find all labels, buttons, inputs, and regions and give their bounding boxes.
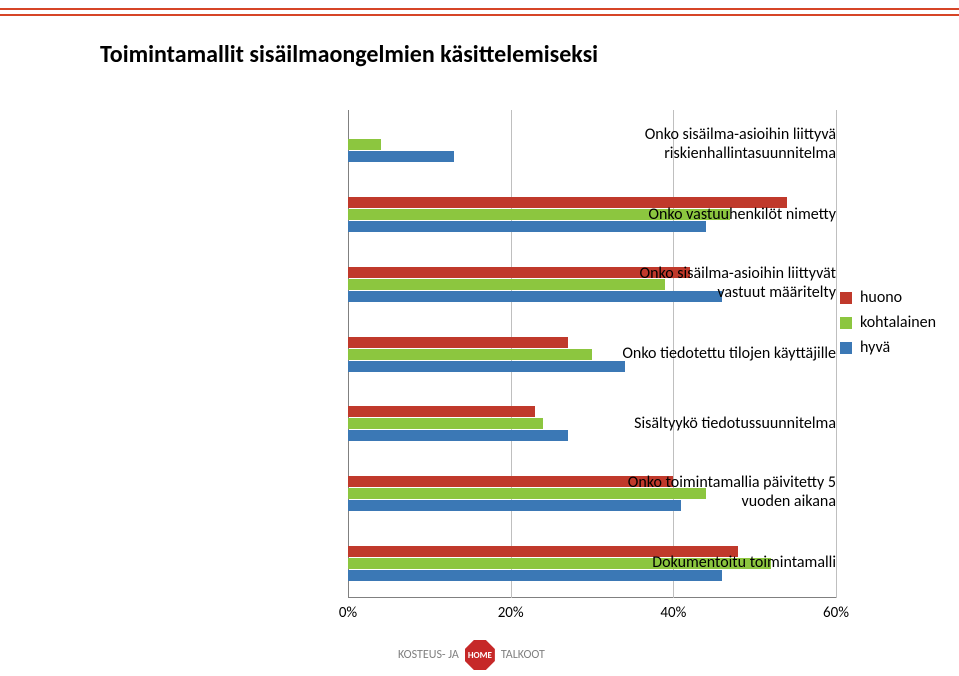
top-rule-2 <box>0 14 959 16</box>
x-tick-label: 20% <box>491 604 531 622</box>
legend-item: kohtalainen <box>840 313 936 332</box>
bar-chart: 0%20%40%60%Onko sisäilma-asioihin liitty… <box>96 110 836 626</box>
bar <box>348 151 454 162</box>
category-label: Onko vastuuhenkilöt nimetty <box>596 205 836 224</box>
top-rule-1 <box>0 8 959 10</box>
chart-title: Toimintamallit sisäilmaongelmien käsitte… <box>100 40 598 69</box>
legend-label: hyvä <box>860 338 890 357</box>
legend-swatch <box>840 317 852 329</box>
legend-label: huono <box>860 288 902 307</box>
bar <box>348 406 535 417</box>
x-tick-label: 0% <box>328 604 368 622</box>
bar <box>348 139 381 150</box>
bar <box>348 337 568 348</box>
bar <box>348 418 543 429</box>
bar <box>348 361 625 372</box>
legend-swatch <box>840 292 852 304</box>
x-axis <box>348 597 836 598</box>
home-octagon: HOME <box>465 640 495 670</box>
bar <box>348 349 592 360</box>
legend-swatch <box>840 342 852 354</box>
legend-label: kohtalainen <box>860 313 936 332</box>
footer-right-text: TALKOOT <box>501 648 545 662</box>
legend: huono kohtalainen hyvä <box>840 288 936 363</box>
x-tick-label: 40% <box>653 604 693 622</box>
x-tick-label: 60% <box>816 604 856 622</box>
legend-item: huono <box>840 288 936 307</box>
footer-left-text: KOSTEUS- JA <box>398 648 459 662</box>
legend-item: hyvä <box>840 338 936 357</box>
category-label: Onko sisäilma-asioihin liittyvä riskienh… <box>596 125 836 163</box>
grid-line <box>836 110 837 598</box>
category-label: Onko sisäilma-asioihin liittyvät vastuut… <box>596 264 836 302</box>
category-label: Sisältyykö tiedotussuunnitelma <box>596 414 836 433</box>
category-label: Dokumentoitu toimintamalli <box>596 553 836 572</box>
bar <box>348 430 568 441</box>
category-label: Onko toimintamallia päivitetty 5 vuoden … <box>596 473 836 511</box>
footer-logo: KOSTEUS- JA HOME TALKOOT <box>398 640 545 670</box>
category-label: Onko tiedotettu tilojen käyttäjille <box>596 344 836 363</box>
